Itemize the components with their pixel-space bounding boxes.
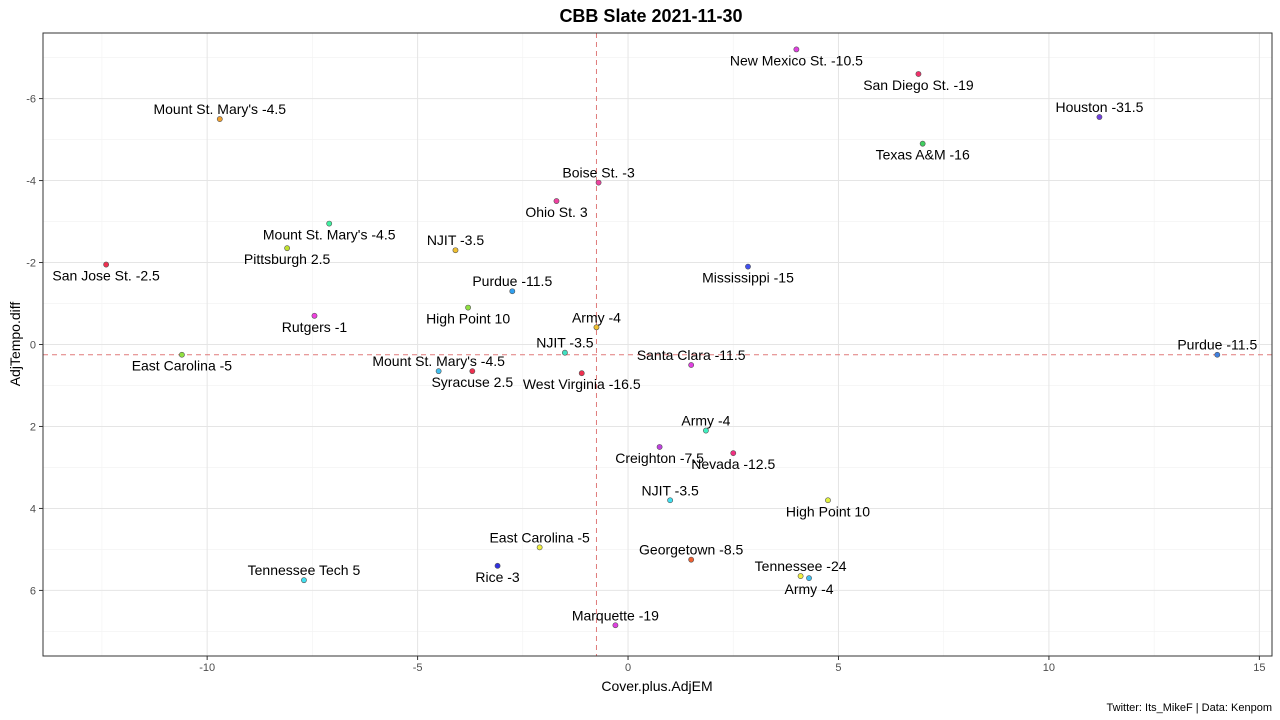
data-label: San Diego St. -19 [863, 77, 974, 93]
data-label: NJIT -3.5 [427, 232, 485, 248]
data-point [667, 497, 674, 504]
data-point [745, 263, 751, 270]
x-tick-label: 10 [1043, 662, 1055, 674]
data-label: West Virginia -16.5 [523, 376, 641, 392]
data-label: Purdue -11.5 [472, 273, 552, 289]
data-point [915, 71, 922, 77]
data-point [595, 179, 602, 186]
data-label: Creighton -7.5 [615, 450, 704, 466]
data-point [825, 497, 831, 504]
data-label: Army -4 [785, 581, 834, 597]
data-label: Texas A&M -16 [876, 147, 970, 163]
data-point [688, 556, 695, 563]
plot-panel: -10 -5 0 5 10 15 -6 -4 -2 0 2 4 6 New Mexico St. -10.… [26, 32, 1273, 674]
data-point [494, 562, 501, 569]
data-point [178, 351, 185, 358]
data-label: Rutgers -1 [282, 319, 348, 335]
data-label: East Carolina -5 [489, 529, 590, 545]
data-label: Mount St. Mary's -4.5 [153, 101, 286, 117]
data-label: Houston -31.5 [1055, 99, 1143, 115]
y-axis-title: AdjTempo.diff [7, 302, 23, 387]
x-tick-label: -10 [199, 662, 215, 674]
data-label: Georgetown -8.5 [639, 542, 743, 558]
data-point [703, 427, 709, 434]
data-point [301, 577, 307, 584]
data-label: Mount St. Mary's -4.5 [372, 353, 505, 369]
y-tick-label: -6 [26, 94, 36, 106]
data-point [806, 575, 812, 582]
data-point [562, 349, 568, 356]
data-label: San Jose St. -2.5 [52, 268, 160, 284]
data-label: Pittsburgh 2.5 [244, 251, 331, 267]
x-tick-label: -5 [413, 662, 423, 674]
data-point [216, 116, 223, 122]
data-label: NJIT -3.5 [536, 335, 594, 351]
data-label: Nevada -12.5 [691, 456, 775, 472]
data-point [730, 450, 737, 457]
y-tick-label: 0 [30, 340, 36, 352]
data-point [284, 245, 291, 252]
data-label: New Mexico St. -10.5 [730, 52, 863, 68]
data-point [103, 261, 110, 268]
data-label: Mount St. Mary's -4.5 [263, 227, 396, 243]
data-label: East Carolina -5 [132, 358, 233, 374]
data-label: Marquette -19 [572, 607, 659, 623]
data-point [326, 220, 333, 227]
data-label: Ohio St. 3 [525, 204, 587, 220]
x-axis-title: Cover.plus.AdjEM [601, 678, 712, 694]
data-point [578, 370, 585, 377]
data-point [688, 362, 695, 368]
data-label: Rice -3 [475, 569, 520, 585]
data-point [1096, 114, 1103, 120]
data-point [536, 544, 543, 551]
data-point [793, 46, 800, 53]
data-label: Tennessee -24 [755, 558, 847, 574]
data-point [919, 140, 926, 147]
data-point [1214, 351, 1221, 358]
data-label: Tennessee Tech 5 [248, 562, 361, 578]
data-point [593, 324, 600, 331]
x-tick-label: 0 [625, 662, 631, 674]
data-label: NJIT -3.5 [641, 482, 699, 498]
data-point [612, 622, 619, 629]
data-label: Mississippi -15 [702, 270, 794, 286]
data-label: Army -4 [572, 309, 621, 325]
data-point [797, 573, 804, 579]
caption: Twitter: Its_MikeF | Data: Kenpom [1107, 702, 1272, 714]
data-point [509, 288, 516, 295]
data-label: Army -4 [681, 413, 730, 429]
x-tick-label: 15 [1253, 662, 1265, 674]
data-label: High Point 10 [426, 311, 510, 327]
y-tick-label: -4 [26, 176, 36, 188]
data-point [435, 368, 442, 375]
data-label: Syracuse 2.5 [431, 374, 513, 390]
x-tick-label: 5 [835, 662, 841, 674]
data-label: Purdue -11.5 [1177, 337, 1257, 353]
data-label: Boise St. -3 [562, 165, 635, 181]
y-tick-label: 2 [30, 421, 36, 433]
y-tick-label: 6 [30, 585, 36, 597]
data-point [469, 368, 476, 375]
data-label: Santa Clara -11.5 [637, 347, 746, 363]
y-tick-label: -2 [26, 258, 36, 270]
data-point [311, 312, 318, 319]
data-label: High Point 10 [786, 503, 870, 519]
data-point [452, 247, 459, 254]
y-tick-label: 4 [30, 503, 36, 515]
data-point [465, 304, 471, 311]
data-point [553, 198, 560, 204]
chart-title: CBB Slate 2021-11-30 [559, 6, 742, 26]
data-point [656, 444, 663, 450]
